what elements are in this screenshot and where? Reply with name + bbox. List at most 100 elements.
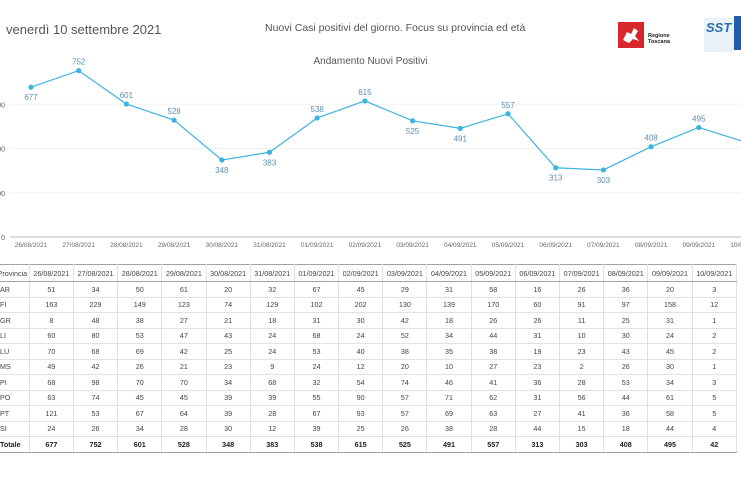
value-cell: 63: [471, 405, 516, 422]
pegasus-flag-icon: [618, 22, 644, 48]
value-cell: 44: [647, 421, 693, 437]
value-cell: 170: [471, 297, 516, 313]
value-cell: 31: [515, 328, 561, 344]
province-cell: PO: [0, 390, 30, 406]
x-tick-label: 26/08/2021: [15, 242, 48, 249]
table-row: AR 51 34 50 61 20 32 67 45 29 31 58 16 26 36 20 3: [0, 281, 738, 298]
value-cell: 34: [117, 421, 163, 437]
value-cell: 42: [73, 359, 119, 375]
x-tick-label: 06/09/2021: [539, 242, 572, 249]
value-cell: 69: [426, 405, 472, 422]
value-cell: 348: [206, 436, 251, 453]
value-cell: 55: [294, 390, 340, 406]
column-header-date: 06/09/2021: [515, 264, 561, 282]
table-body: AR 51 34 50 61 20 32 67 45 29 31 58 16 26 36 20 3 FI 163 22…: [0, 281, 738, 453]
province-cell: LI: [0, 328, 30, 344]
column-header-date: 27/08/2021: [73, 264, 119, 282]
value-cell: 24: [250, 343, 295, 360]
y-tick-label: 200: [0, 191, 5, 198]
value-cell: 40: [338, 343, 384, 360]
data-point: [362, 98, 368, 104]
value-cell: 31: [647, 312, 693, 329]
value-cell: 18: [426, 312, 472, 329]
data-label: 557: [501, 101, 515, 110]
province-cell: Totale: [0, 436, 30, 453]
value-cell: 80: [73, 328, 119, 344]
value-cell: 495: [647, 436, 693, 453]
value-cell: 102: [294, 297, 340, 313]
regione-toscana-text: Regione Toscana: [648, 33, 670, 45]
value-cell: 46: [426, 374, 472, 391]
column-header-date: 07/09/2021: [559, 264, 605, 282]
column-header-province: Provincia: [0, 264, 30, 282]
value-cell: 26: [117, 359, 163, 375]
value-cell: 23: [559, 343, 605, 360]
value-cell: 158: [647, 297, 693, 313]
table-row: LI 60 80 53 47 43 24 68 24 52 34 44 31 10 30 24 2: [0, 328, 738, 344]
y-tick-label: 0: [1, 235, 5, 242]
value-cell: 313: [515, 436, 561, 453]
value-cell: 48: [73, 312, 119, 329]
province-cell: LU: [0, 343, 30, 360]
data-table-container[interactable]: Provincia 26/08/2021 27/08/2021 28/08/2021 2…: [0, 264, 741, 469]
data-point: [314, 115, 320, 121]
value-cell: 27: [515, 405, 561, 422]
data-point: [123, 101, 129, 107]
column-header-date: 02/09/2021: [338, 264, 384, 282]
value-cell: 54: [338, 374, 384, 391]
value-cell: 2: [559, 359, 605, 375]
data-point: [219, 157, 225, 163]
value-cell: 44: [471, 328, 516, 344]
value-cell: 61: [161, 281, 207, 298]
value-cell: 10: [559, 328, 605, 344]
value-cell: 19: [515, 343, 561, 360]
value-cell: 129: [250, 297, 295, 313]
value-cell: 383: [250, 436, 295, 453]
value-cell: 123: [161, 297, 207, 313]
value-cell: 38: [382, 343, 428, 360]
table-row: FI 163 229 149 123 74 129 102 202 130 139 170 60 91 97…: [0, 297, 738, 313]
value-cell: 43: [603, 343, 649, 360]
table-row: PT 121 53 67 64 39 28 67 93 57 69 63 27 41 36 58 5: [0, 405, 738, 422]
data-label: 348: [215, 166, 229, 175]
x-tick-label: 10/09/2021: [730, 242, 741, 249]
province-cell: MS: [0, 359, 30, 375]
table-row: LU 70 68 69 42 25 24 53 40 38 35 38 19 23 43 45 2: [0, 343, 738, 360]
value-cell: 57: [382, 390, 428, 406]
value-cell: 130: [382, 297, 428, 313]
value-cell: 27: [471, 359, 516, 375]
y-tick-label: 600: [0, 102, 5, 109]
column-header-date: 29/08/2021: [161, 264, 207, 282]
value-cell: 25: [206, 343, 251, 360]
value-cell: 9: [250, 359, 295, 375]
value-cell: 67: [294, 405, 340, 422]
value-cell: 58: [647, 405, 693, 422]
value-cell: 24: [250, 328, 295, 344]
column-header-date: 08/09/2021: [603, 264, 649, 282]
data-point: [410, 118, 416, 124]
x-tick-label: 04/09/2021: [444, 242, 477, 249]
value-cell: 20: [647, 281, 693, 298]
value-cell: 70: [161, 374, 207, 391]
value-cell: 41: [471, 374, 516, 391]
value-cell: 34: [206, 374, 251, 391]
value-cell: 601: [117, 436, 163, 453]
value-cell: 3: [692, 281, 738, 298]
value-cell: 1: [692, 312, 738, 329]
value-cell: 74: [382, 374, 428, 391]
value-cell: 28: [250, 405, 295, 422]
data-point: [696, 124, 702, 131]
province-cell: FI: [0, 297, 30, 313]
value-cell: 69: [117, 343, 163, 360]
value-cell: 74: [206, 297, 251, 313]
value-cell: 26: [515, 312, 561, 329]
column-header-date: 31/08/2021: [250, 264, 295, 282]
data-point: [266, 149, 273, 155]
value-cell: 50: [117, 281, 163, 298]
value-cell: 38: [471, 343, 516, 360]
value-cell: 57: [382, 405, 428, 422]
value-cell: 61: [647, 390, 693, 406]
value-cell: 3: [692, 374, 738, 391]
value-cell: 31: [294, 312, 340, 329]
value-cell: 67: [117, 405, 163, 422]
